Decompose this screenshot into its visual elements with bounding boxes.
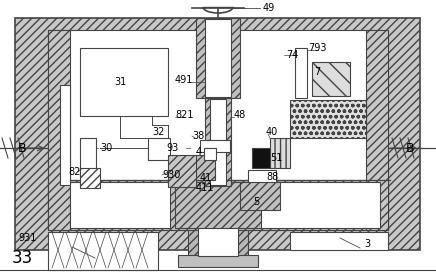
Bar	[188, 210, 248, 258]
Bar	[60, 85, 70, 185]
Bar	[204, 148, 216, 160]
Text: 7: 7	[314, 67, 320, 77]
Bar	[260, 182, 380, 228]
Bar	[198, 211, 238, 256]
Text: 4: 4	[196, 147, 202, 157]
Bar	[195, 155, 215, 180]
Bar	[148, 138, 170, 160]
Text: 93: 93	[166, 143, 178, 153]
Text: 3: 3	[364, 239, 370, 249]
Bar	[312, 62, 350, 96]
Text: B: B	[18, 142, 26, 155]
Bar	[252, 148, 270, 168]
Text: 49: 49	[263, 3, 275, 13]
Text: 32: 32	[152, 127, 164, 137]
Bar	[270, 138, 290, 168]
Bar	[295, 48, 307, 98]
Bar	[15, 18, 420, 250]
Bar	[70, 182, 170, 228]
Bar	[205, 19, 231, 97]
Text: 41: 41	[200, 173, 212, 183]
Text: 74: 74	[286, 50, 298, 60]
Bar	[48, 30, 70, 230]
Bar	[248, 170, 276, 184]
Bar	[48, 232, 158, 270]
Text: 33: 33	[12, 249, 33, 267]
Bar	[290, 100, 366, 138]
Text: 48: 48	[234, 110, 246, 120]
Bar	[80, 48, 168, 116]
Text: 38: 38	[192, 131, 204, 141]
Bar	[196, 18, 240, 98]
Bar	[200, 140, 230, 152]
Text: 793: 793	[308, 43, 327, 53]
Text: 51: 51	[270, 153, 283, 163]
Text: 82: 82	[68, 167, 80, 177]
Bar	[205, 98, 231, 186]
Bar	[240, 182, 280, 210]
Text: 88: 88	[266, 172, 278, 182]
Bar	[80, 168, 100, 188]
Text: 491: 491	[175, 75, 194, 85]
Text: 931: 931	[18, 233, 36, 243]
Text: 930: 930	[162, 170, 181, 180]
Text: 31: 31	[114, 77, 126, 87]
Bar	[175, 182, 261, 228]
Bar	[80, 138, 96, 176]
Text: 30: 30	[100, 143, 112, 153]
Text: B: B	[405, 142, 414, 155]
Bar	[210, 99, 226, 185]
Text: 411: 411	[196, 183, 215, 193]
Bar	[48, 180, 388, 230]
Bar	[366, 30, 388, 230]
Bar	[178, 255, 258, 267]
Bar	[290, 232, 388, 250]
Text: 5: 5	[253, 197, 259, 207]
Bar	[48, 30, 388, 230]
Text: 821: 821	[175, 110, 194, 120]
Bar	[168, 155, 196, 187]
Text: 40: 40	[266, 127, 278, 137]
